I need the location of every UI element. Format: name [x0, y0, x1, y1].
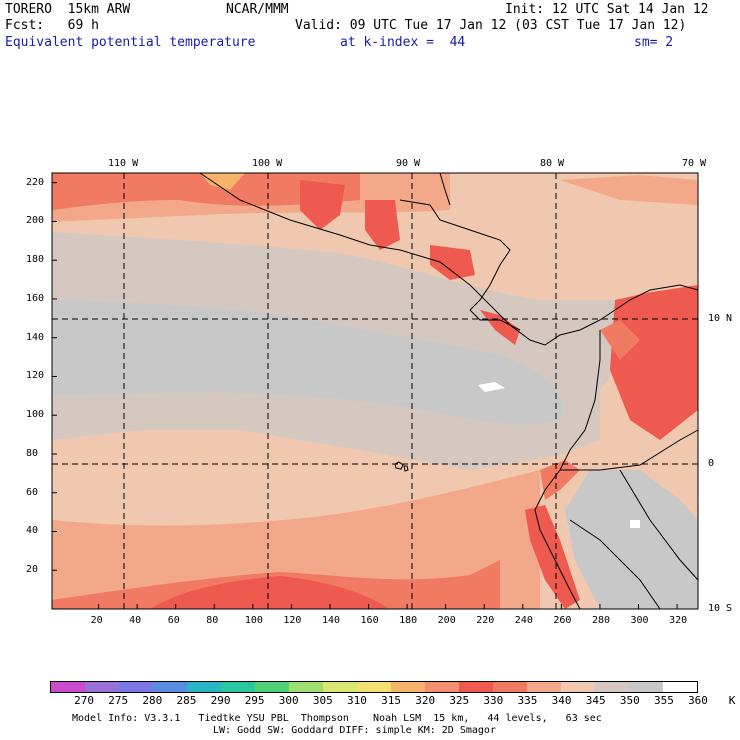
physics-info: LW: Godd SW: Goddard DIFF: simple KM: 2D… — [213, 725, 496, 736]
y-tick-label: 40 — [26, 525, 39, 537]
colorbar-swatch — [119, 682, 153, 692]
colorbar-swatch — [459, 682, 493, 692]
colorbar-label: 335 — [517, 694, 538, 707]
colorbar-swatch — [187, 682, 221, 692]
y-tick-label: 120 — [26, 370, 45, 382]
x-tick-label: 320 — [669, 615, 688, 626]
colorbar-label: 360 — [688, 694, 708, 707]
colorbar-swatch — [663, 682, 697, 692]
colorbar-label: 275 — [108, 694, 129, 707]
colorbar-swatch — [391, 682, 425, 692]
colorbar-label: 325 — [449, 694, 470, 707]
colorbar-label: 345 — [585, 694, 606, 707]
lat-label: 0 — [708, 458, 715, 469]
colorbar-swatch — [629, 682, 663, 692]
colorbar-label: K — [728, 694, 736, 707]
lat-label: 10 N — [708, 313, 733, 324]
colorbar-swatch — [153, 682, 187, 692]
colorbar-swatch — [595, 682, 629, 692]
model-name: TORERO 15km ARW — [5, 2, 131, 17]
coastlines — [199, 172, 699, 610]
lat-lon-grid — [52, 173, 698, 609]
colorbar-label: 320 — [415, 694, 436, 707]
colorbar-label: 310 — [347, 694, 367, 707]
model-info: Model Info: V3.3.1 Tiedtke YSU PBL Thomp… — [72, 713, 602, 724]
colorbar-swatch — [357, 682, 391, 692]
colorbar-swatch — [493, 682, 527, 692]
y-tick-label: 220 — [26, 176, 45, 188]
colorbar-label: 305 — [312, 694, 333, 707]
map-frame — [51, 172, 699, 610]
colorbar — [50, 681, 698, 693]
x-tick-label: 80 — [206, 615, 219, 626]
colorbar-swatch — [425, 682, 459, 692]
colorbar-swatch — [527, 682, 561, 692]
colorbar-swatch — [289, 682, 323, 692]
theta-e-field — [52, 173, 698, 609]
x-tick-label: 280 — [591, 615, 610, 626]
colorbar-labels: 270 275 280 285 290 295 300 305 310 315 320 325 330 3… — [50, 694, 735, 707]
center-name: NCAR/MMM — [226, 2, 289, 17]
valid-time: Valid: 09 UTC Tue 17 Jan 12 (03 CST Tue … — [295, 18, 687, 33]
x-tick-label: 60 — [167, 615, 180, 626]
x-tick-label: 240 — [514, 615, 533, 626]
colorbar-label: 300 — [278, 694, 299, 707]
x-tick-label: 40 — [129, 615, 142, 626]
lon-label: 90 W — [396, 158, 421, 169]
x-tick-label: 160 — [360, 615, 379, 626]
colorbar-swatch — [323, 682, 357, 692]
colorbar-label: 295 — [244, 694, 265, 707]
smoothing-info: sm= 2 — [634, 35, 674, 50]
x-tick-label: 180 — [399, 615, 418, 626]
colorbar-swatch — [561, 682, 595, 692]
x-tick-label: 140 — [321, 615, 341, 626]
colorbar-label: 290 — [210, 694, 231, 707]
colorbar-label: 280 — [142, 694, 163, 707]
y-tick-label: 160 — [26, 292, 45, 304]
x-tick-label: 200 — [437, 615, 456, 626]
y-tick-label: 140 — [26, 331, 45, 343]
colorbar-label: 330 — [483, 694, 504, 707]
y-tick-label: 200 — [26, 215, 45, 227]
colorbar-label: 340 — [551, 694, 572, 707]
y-tick-label: 20 — [26, 564, 39, 576]
y-tick-label: 100 — [26, 409, 45, 421]
colorbar-swatch — [51, 682, 85, 692]
x-tick-label: 20 — [90, 615, 103, 626]
x-tick-label: 300 — [630, 615, 649, 626]
colorbar-label: 270 — [74, 694, 95, 707]
lon-label: 70 W — [682, 158, 707, 169]
y-tick-label: 60 — [26, 486, 39, 498]
colorbar-swatch — [85, 682, 119, 692]
colorbar-label: 315 — [381, 694, 401, 707]
lon-label: 110 W — [108, 158, 139, 169]
colorbar-label: 285 — [176, 694, 197, 707]
colorbar-label: 355 — [653, 694, 674, 707]
colorbar-swatch — [221, 682, 255, 692]
lon-label: 100 W — [252, 158, 283, 169]
x-tick-label: 100 — [244, 615, 263, 626]
x-tick-label: 220 — [476, 615, 495, 626]
y-tick-label: 180 — [26, 254, 45, 266]
colorbar-swatch — [255, 682, 289, 692]
lon-label: 80 W — [540, 158, 565, 169]
init-time: Init: 12 UTC Sat 14 Jan 12 — [505, 2, 709, 17]
y-tick-label: 80 — [26, 447, 39, 459]
forecast-hour: Fcst: 69 h — [5, 18, 99, 33]
level-info: at k-index = 44 — [340, 35, 466, 50]
x-tick-label: 120 — [283, 615, 302, 626]
field-name: Equivalent potential temperature — [5, 35, 256, 50]
colorbar-label: 350 — [619, 694, 640, 707]
x-tick-label: 260 — [553, 615, 572, 626]
lat-label: 10 S — [708, 603, 733, 614]
